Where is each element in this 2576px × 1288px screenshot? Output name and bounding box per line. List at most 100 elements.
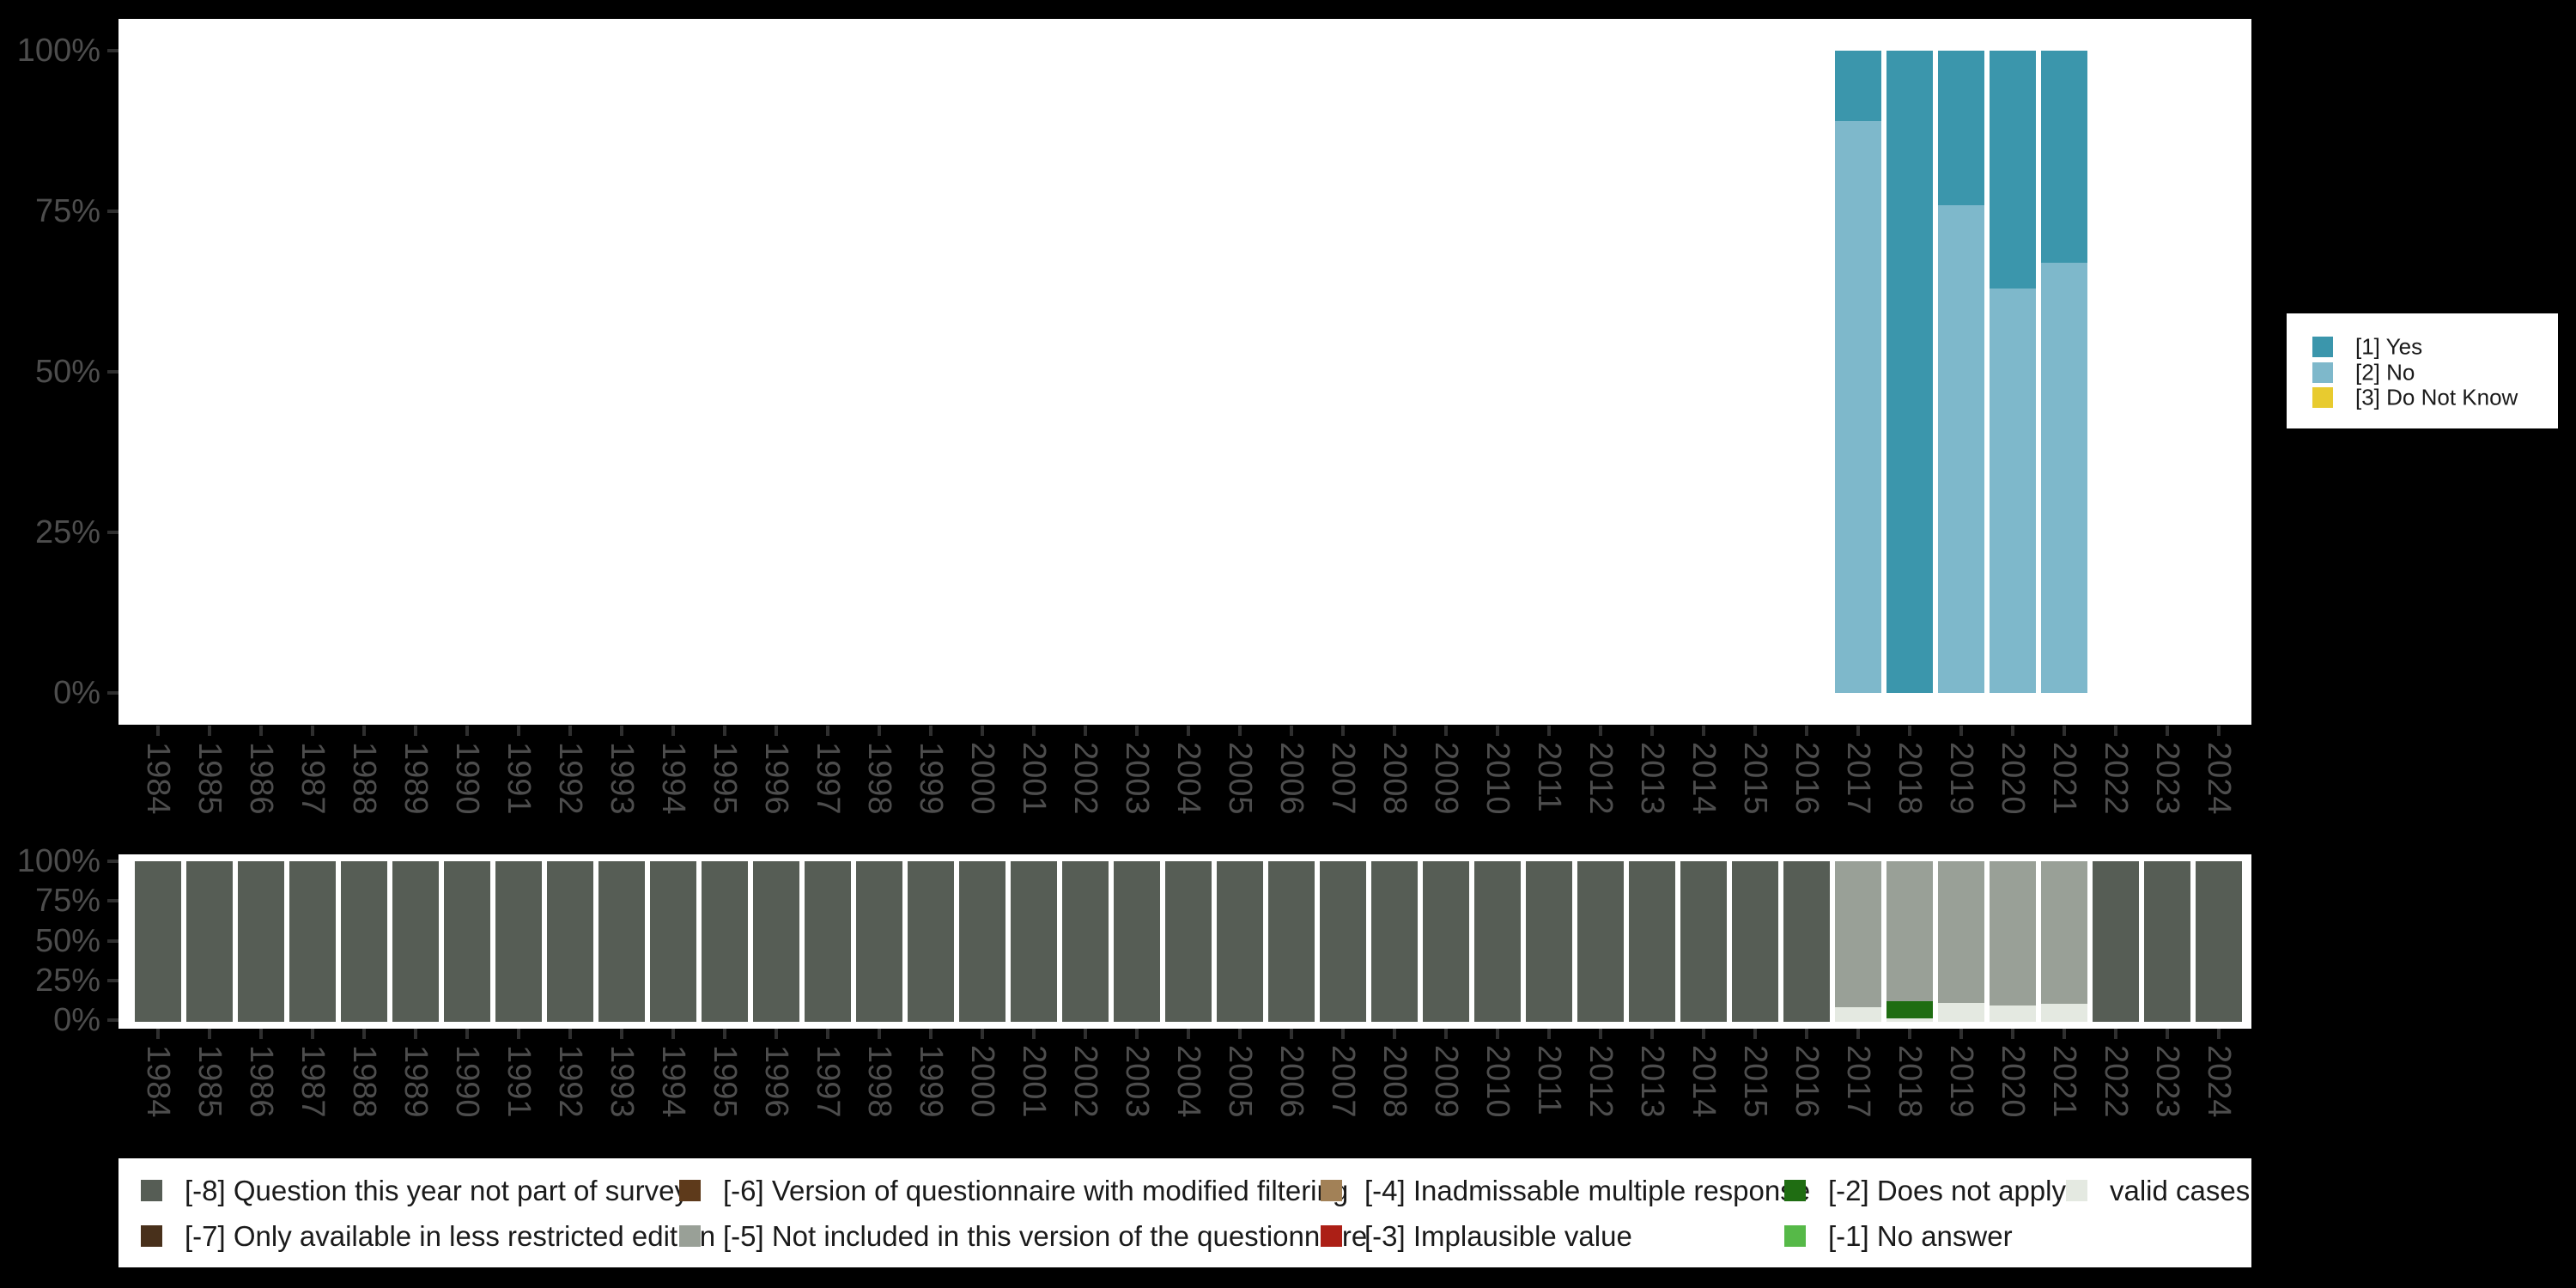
top-x-tick-label-2011: 2011	[1531, 742, 1567, 812]
top-y-tick	[107, 531, 118, 534]
top-x-tick-label-1991: 1991	[501, 742, 537, 815]
top-x-tick	[775, 726, 778, 736]
bottom-y-tick	[107, 860, 118, 863]
bottom-y-tick	[107, 899, 118, 903]
top-x-tick-label-2005: 2005	[1222, 742, 1258, 815]
bottom-x-tick-label-1995: 1995	[707, 1045, 743, 1118]
missing-legend-label--3: [-3] Implausible value	[1364, 1220, 1632, 1252]
bottom-bar-segment-2021--5	[2041, 861, 2087, 1005]
top-x-tick-label-1985: 1985	[191, 742, 228, 815]
bottom-bar-segment-2024--8	[2196, 861, 2242, 1022]
bottom-bar-segment-2017--5	[1835, 861, 1881, 1008]
bottom-x-tick	[723, 1029, 726, 1039]
missing-legend-label--8: [-8] Question this year not part of surv…	[185, 1175, 689, 1206]
bottom-bar-segment-1986--8	[238, 861, 284, 1022]
bottom-bar-segment-2018-valid	[1886, 1018, 1933, 1022]
bottom-x-tick-label-2020: 2020	[1995, 1045, 2031, 1118]
bottom-x-tick	[311, 1029, 314, 1039]
missing-legend-swatch--5	[679, 1225, 701, 1247]
bottom-x-tick-label-1990: 1990	[449, 1045, 485, 1118]
bottom-x-tick-label-2009: 2009	[1428, 1045, 1464, 1118]
bottom-x-tick-label-1992: 1992	[552, 1045, 588, 1118]
top-x-tick	[1753, 726, 1757, 736]
top-x-tick-label-2007: 2007	[1325, 742, 1361, 815]
top-x-tick	[1599, 726, 1602, 736]
bottom-bar-segment-2009--8	[1423, 861, 1469, 1022]
top-x-tick-label-1984: 1984	[140, 742, 176, 815]
missing-legend-swatch--6	[679, 1180, 701, 1201]
bottom-x-tick-label-2022: 2022	[2098, 1045, 2134, 1118]
bottom-x-tick	[981, 1029, 984, 1039]
bottom-x-tick	[1444, 1029, 1448, 1039]
bottom-x-tick	[2114, 1029, 2117, 1039]
top-x-tick	[981, 726, 984, 736]
top-x-tick-label-2015: 2015	[1737, 742, 1773, 815]
bottom-bar-segment-1989--8	[392, 861, 439, 1022]
top-x-tick	[1702, 726, 1705, 736]
bottom-x-tick	[1650, 1029, 1654, 1039]
top-x-tick-label-1995: 1995	[707, 742, 743, 815]
bottom-x-tick	[1238, 1029, 1242, 1039]
bottom-bar-segment-2020--5	[1990, 861, 2036, 1006]
top-x-tick-label-2014: 2014	[1686, 742, 1722, 815]
bottom-y-tick-label: 0%	[53, 1002, 100, 1038]
bottom-x-tick-label-1989: 1989	[398, 1045, 434, 1118]
top-x-tick-label-2009: 2009	[1428, 742, 1464, 815]
missing-legend-swatch--8	[141, 1180, 162, 1201]
response-legend-label-yes: [1] Yes	[2355, 333, 2423, 360]
bottom-x-tick-label-1986: 1986	[243, 1045, 279, 1118]
top-x-tick	[1341, 726, 1345, 736]
bottom-x-tick-label-2005: 2005	[1222, 1045, 1258, 1118]
bottom-x-tick	[1599, 1029, 1602, 1039]
bottom-x-tick	[1908, 1029, 1911, 1039]
top-x-tick-label-2004: 2004	[1170, 742, 1206, 815]
missing-legend-swatch--4	[1321, 1180, 1342, 1201]
bottom-x-tick	[2217, 1029, 2221, 1039]
bottom-bar-segment-2003--8	[1114, 861, 1160, 1022]
top-x-tick	[568, 726, 572, 736]
bottom-bar-segment-2000--8	[959, 861, 1005, 1022]
top-x-tick	[2114, 726, 2117, 736]
top-bar-segment-2019-yes	[1938, 51, 1984, 205]
top-x-tick-label-2010: 2010	[1479, 742, 1516, 815]
bottom-x-tick	[1290, 1029, 1293, 1039]
top-x-tick-label-2021: 2021	[2046, 742, 2082, 815]
bottom-x-tick-label-2014: 2014	[1686, 1045, 1722, 1118]
bottom-bar-segment-1993--8	[598, 861, 645, 1022]
bottom-bar-segment-2007--8	[1320, 861, 1366, 1022]
top-y-tick	[107, 370, 118, 374]
top-x-tick	[1084, 726, 1087, 736]
bottom-bar-segment-2018--2	[1886, 1000, 1933, 1019]
top-x-tick-label-2022: 2022	[2098, 742, 2134, 815]
top-x-tick-label-1996: 1996	[758, 742, 794, 815]
bottom-bar-segment-2013--8	[1629, 861, 1675, 1022]
bottom-x-tick-label-2012: 2012	[1583, 1045, 1619, 1118]
bottom-x-tick	[568, 1029, 572, 1039]
missing-legend-label--5: [-5] Not included in this version of the…	[723, 1220, 1368, 1252]
bottom-x-tick	[2166, 1029, 2169, 1039]
bottom-x-tick-label-1993: 1993	[604, 1045, 640, 1118]
bottom-x-tick-label-2016: 2016	[1789, 1045, 1825, 1118]
top-y-tick-label: 0%	[53, 675, 100, 711]
bottom-bar-segment-2022--8	[2093, 861, 2139, 1022]
top-bar-segment-2018-yes	[1886, 51, 1933, 693]
bottom-y-tick-label: 100%	[16, 843, 100, 879]
bottom-bar-segment-2004--8	[1165, 861, 1212, 1022]
missing-legend-label--1: [-1] No answer	[1828, 1220, 2013, 1252]
bottom-y-tick	[107, 939, 118, 943]
bottom-x-tick-label-1985: 1985	[191, 1045, 228, 1118]
top-x-tick	[1187, 726, 1190, 736]
bottom-x-tick-label-2021: 2021	[2046, 1045, 2082, 1118]
bottom-y-tick-label: 75%	[34, 883, 100, 920]
bottom-bar-segment-2021-valid	[2041, 1004, 2087, 1022]
bottom-bar-segment-1997--8	[805, 861, 851, 1022]
bottom-x-tick-label-2001: 2001	[1016, 1045, 1052, 1118]
bottom-bar-segment-2011--8	[1526, 861, 1572, 1022]
bottom-bar-segment-1991--8	[495, 861, 542, 1022]
bottom-x-tick	[1135, 1029, 1139, 1039]
bottom-bar-segment-2008--8	[1371, 861, 1418, 1022]
top-x-tick-label-2017: 2017	[1840, 742, 1876, 815]
top-x-tick	[311, 726, 314, 736]
response-legend-swatch-yes	[2312, 337, 2333, 357]
top-bar-segment-2021-no	[2041, 262, 2087, 693]
